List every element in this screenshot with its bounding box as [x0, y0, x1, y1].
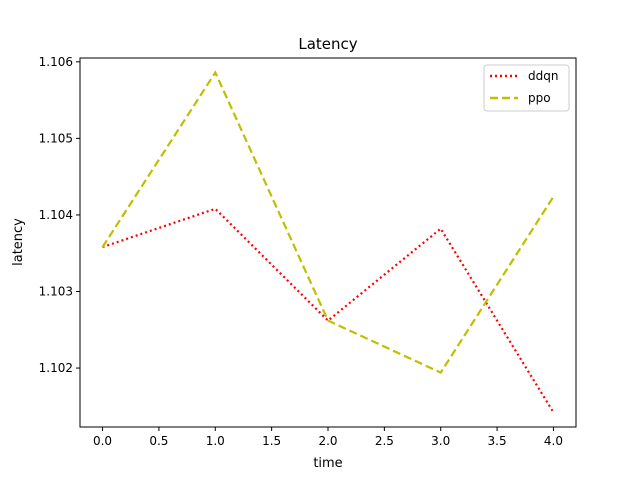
x-tick-label: 2.0: [318, 434, 337, 448]
x-tick-label: 1.0: [206, 434, 225, 448]
plot-lines: [101, 70, 555, 414]
x-tick-label: 2.5: [375, 434, 394, 448]
x-axis-label: time: [313, 456, 342, 471]
x-axis-ticks: 0.0 0.5 1.0 1.5 2.0 2.5 3.0 3.5 4.0: [93, 427, 563, 448]
y-tick-label: 1.102: [39, 361, 73, 375]
y-axis-ticks: 1.102 1.103 1.104 1.105 1.106: [39, 55, 80, 375]
y-tick-label: 1.103: [39, 284, 73, 298]
x-tick-label: 3.5: [488, 434, 507, 448]
y-tick-label: 1.105: [39, 131, 73, 145]
x-tick-label: 0.0: [93, 434, 112, 448]
plot-frame: [79, 57, 577, 428]
x-tick-label: 1.5: [262, 434, 281, 448]
chart-title: Latency: [298, 35, 357, 53]
x-tick-label: 4.0: [544, 434, 563, 448]
legend-label-ppo: ppo: [528, 91, 551, 105]
series-line-ppo: [101, 70, 555, 375]
x-tick-label: 0.5: [149, 434, 168, 448]
y-tick-label: 1.106: [39, 55, 73, 69]
series-line-ddqn: [102, 207, 555, 414]
y-tick-label: 1.104: [39, 208, 73, 222]
legend-label-ddqn: ddqn: [528, 69, 558, 83]
x-tick-label: 3.0: [431, 434, 450, 448]
legend: ddqn ppo: [483, 64, 570, 112]
y-axis-label: latency: [11, 218, 26, 266]
